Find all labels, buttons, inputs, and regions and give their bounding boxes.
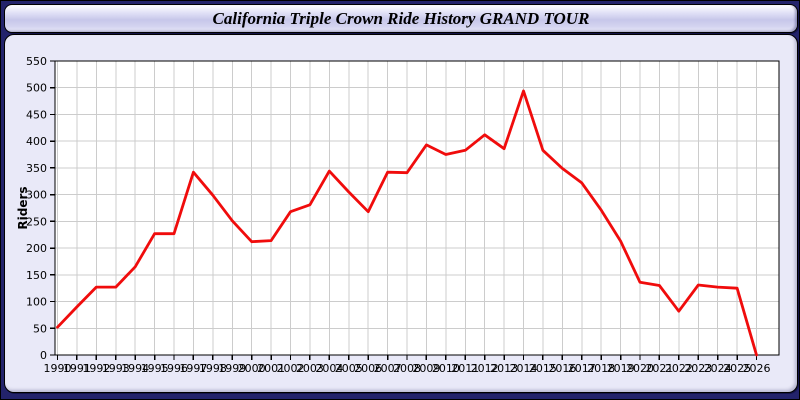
svg-text:2013: 2013 [490,362,518,375]
svg-text:0: 0 [40,349,47,362]
svg-text:350: 350 [26,162,47,175]
svg-text:2004: 2004 [315,362,343,375]
svg-text:1995: 1995 [141,362,169,375]
title-bar: California Triple Crown Ride History GRA… [4,4,798,33]
x-axis-labels: 1990199119921993199419951996199719981999… [44,355,771,375]
svg-text:1999: 1999 [218,362,246,375]
svg-text:2010: 2010 [432,362,460,375]
svg-text:200: 200 [26,242,47,255]
y-axis-labels: 0 50 100 150 200 250 300 350 400 450 500 550 [26,55,55,362]
svg-text:300: 300 [26,189,47,202]
svg-text:2014: 2014 [510,362,538,375]
svg-text:2023: 2023 [684,362,712,375]
riders-line [56,89,758,357]
svg-text:1997: 1997 [179,362,207,375]
gridlines [55,61,779,355]
svg-text:2008: 2008 [393,362,421,375]
y-axis-title: Riders [16,186,30,229]
svg-text:2002: 2002 [277,362,305,375]
svg-text:1992: 1992 [82,362,110,375]
svg-text:400: 400 [26,135,47,148]
svg-text:1991: 1991 [63,362,91,375]
chart-panel: 0 50 100 150 200 250 300 350 400 450 500 550 1990 199… [4,34,798,393]
svg-text:2001: 2001 [257,362,285,375]
svg-text:2003: 2003 [296,362,324,375]
svg-text:2024: 2024 [704,362,732,375]
svg-text:2018: 2018 [587,362,615,375]
svg-text:500: 500 [26,82,47,95]
svg-text:2012: 2012 [471,362,499,375]
svg-text:2019: 2019 [607,362,635,375]
svg-text:2016: 2016 [548,362,576,375]
svg-text:2017: 2017 [568,362,596,375]
svg-text:2007: 2007 [374,362,402,375]
ride-history-chart: 0501001502002503003504004505005501990199… [16,55,780,375]
svg-text:2015: 2015 [529,362,557,375]
svg-text:2025: 2025 [723,362,751,375]
plot-border [54,60,780,356]
svg-text:1994: 1994 [121,362,149,375]
svg-text:100: 100 [26,296,47,309]
svg-text:50: 50 [33,322,47,335]
svg-text:2022: 2022 [665,362,693,375]
svg-text:2021: 2021 [645,362,673,375]
svg-text:2011: 2011 [451,362,479,375]
svg-text:250: 250 [26,215,47,228]
svg-text:1990: 1990 [44,362,72,375]
svg-text:1996: 1996 [160,362,188,375]
svg-text:2006: 2006 [354,362,382,375]
svg-text:2000: 2000 [238,362,266,375]
svg-text:550: 550 [26,55,47,68]
svg-text:450: 450 [26,108,47,121]
svg-text:1993: 1993 [102,362,130,375]
svg-text:150: 150 [26,269,47,282]
svg-text:2009: 2009 [412,362,440,375]
svg-text:2020: 2020 [626,362,654,375]
plot-area [55,61,779,355]
page-title: California Triple Crown Ride History GRA… [212,8,590,28]
svg-text:2005: 2005 [335,362,363,375]
svg-text:1998: 1998 [199,362,227,375]
svg-text:2026: 2026 [743,362,771,375]
